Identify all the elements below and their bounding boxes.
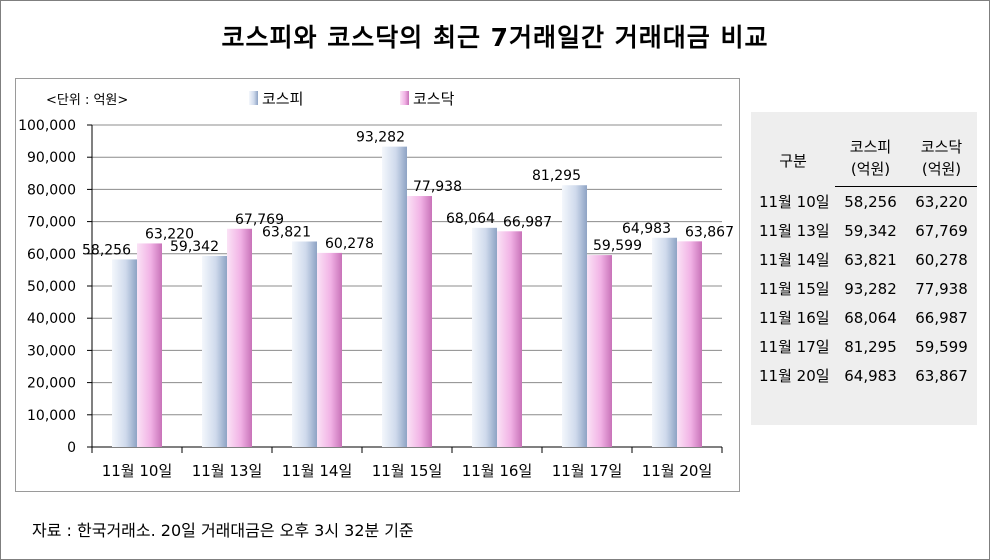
- table-header-kospi: 코스피: [849, 137, 892, 156]
- data-label-kospi: 81,295: [532, 168, 581, 184]
- data-label-kospi: 63,821: [262, 224, 311, 240]
- table-row: 11월 17일 81,295 59,599: [751, 332, 977, 361]
- table-header-kosdaq: 코스닥: [920, 137, 963, 156]
- legend-swatch-kosdaq: [400, 91, 409, 105]
- data-table: 구분 코스피 코스닥 (억원) (억원) 11월 10일 58,256 63,2…: [751, 112, 977, 425]
- y-tick-label: 60,000: [27, 247, 76, 263]
- bar-kosdaq: [317, 252, 342, 447]
- data-label-kospi: 58,256: [82, 242, 131, 258]
- bar-kospi: [472, 227, 497, 447]
- data-label-kosdaq: 59,599: [593, 238, 642, 254]
- legend-label-kosdaq: 코스닥: [413, 90, 455, 108]
- table-cell-kosdaq: 63,867: [915, 366, 968, 385]
- data-label-kosdaq: 63,220: [145, 226, 194, 242]
- y-tick-label: 90,000: [27, 150, 76, 166]
- y-tick-label: 80,000: [27, 182, 76, 198]
- table-row: 11월 16일 68,064 66,987: [751, 303, 977, 332]
- table-unit-kosdaq: (억원): [906, 158, 977, 187]
- bar-kosdaq: [497, 231, 522, 447]
- table-cell-kospi: 93,282: [844, 279, 897, 298]
- table-row: 11월 15일 93,282 77,938: [751, 274, 977, 303]
- data-label-kospi: 93,282: [356, 130, 405, 146]
- bar-kospi: [202, 255, 227, 447]
- data-label-kospi: 68,064: [446, 211, 495, 227]
- data-label-kospi: 59,342: [170, 239, 219, 255]
- y-tick-label: 0: [67, 440, 76, 456]
- table-row: 11월 14일 63,821 60,278: [751, 245, 977, 274]
- table-cell-kosdaq: 63,220: [915, 192, 968, 211]
- table-cell-kospi: 81,295: [844, 337, 897, 356]
- page-title: 코스피와 코스닥의 최근 7거래일간 거래대금 비교: [221, 23, 769, 52]
- x-tick-label: 11월 10일: [102, 462, 173, 480]
- table-cell-kosdaq: 60,278: [915, 250, 968, 269]
- table-cell-date: 11월 17일: [759, 338, 830, 356]
- y-tick-label: 30,000: [27, 343, 76, 359]
- table-header-row: 구분 코스피 코스닥: [751, 134, 977, 170]
- table-cell-date: 11월 16일: [759, 309, 830, 327]
- data-label-kosdaq: 60,278: [325, 236, 374, 252]
- chart-svg: <단위 : 억원> 코스피 코스닥 0 10,000 20,000 30,000 40,…: [18, 90, 734, 480]
- table-cell-kospi: 58,256: [844, 192, 897, 211]
- y-tick-label: 100,000: [18, 118, 76, 134]
- y-tick-label: 50,000: [27, 279, 76, 295]
- bar-kospi: [292, 241, 317, 447]
- table-cell-kosdaq: 77,938: [915, 279, 968, 298]
- plot-area: 0 10,000 20,000 30,000 40,000 50,000 60,000 70,…: [18, 118, 734, 480]
- table-cell-kospi: 64,983: [844, 366, 897, 385]
- x-tick-label: 11월 16일: [462, 462, 533, 480]
- legend-swatch-kospi: [249, 91, 258, 105]
- table-cell-kospi: 59,342: [844, 221, 897, 240]
- bar-kospi: [562, 185, 587, 447]
- source-note: 자료 : 한국거래소. 20일 거래대금은 오후 3시 32분 기준: [32, 521, 414, 540]
- table-row: 11월 10일 58,256 63,220: [751, 187, 977, 217]
- table-row: 11월 13일 59,342 67,769: [751, 216, 977, 245]
- y-tick-label: 20,000: [27, 376, 76, 392]
- table-unit-row: (억원) (억원): [751, 158, 977, 187]
- legend-label-kospi: 코스피: [262, 90, 303, 108]
- table-cell-kospi: 63,821: [844, 250, 897, 269]
- table-cell-date: 11월 14일: [759, 251, 830, 269]
- table-cell-date: 11월 15일: [759, 280, 830, 298]
- bar-kosdaq: [227, 228, 252, 447]
- bar-kosdaq: [677, 241, 702, 447]
- data-label-kosdaq: 63,867: [685, 224, 734, 240]
- table-cell-kosdaq: 59,599: [915, 337, 968, 356]
- data-label-kosdaq: 66,987: [503, 214, 552, 230]
- y-tick-label: 40,000: [27, 311, 76, 327]
- bar-kosdaq: [407, 196, 432, 447]
- y-tick-label: 10,000: [27, 408, 76, 424]
- x-tick-label: 11월 14일: [282, 462, 353, 480]
- table-cell-date: 11월 10일: [759, 192, 830, 211]
- table-row: 11월 20일 64,983 63,867: [751, 361, 977, 390]
- bar-kospi: [112, 259, 137, 447]
- table-header-category: 구분: [779, 151, 807, 170]
- bar-kospi: [652, 237, 677, 447]
- table-cell-kosdaq: 67,769: [915, 221, 968, 240]
- unit-label: <단위 : 억원>: [46, 93, 128, 108]
- bar-kospi: [382, 146, 407, 447]
- bar-kosdaq: [137, 243, 162, 447]
- data-label-kosdaq: 67,769: [235, 212, 284, 228]
- x-tick-label: 11월 15일: [372, 462, 443, 480]
- table-cell-date: 11월 13일: [759, 222, 830, 240]
- x-tick-label: 11월 13일: [192, 462, 263, 480]
- bar-kosdaq: [587, 255, 612, 447]
- table-cell-date: 11월 20일: [759, 367, 830, 385]
- x-tick-label: 11월 17일: [552, 462, 623, 480]
- table-cell-kospi: 68,064: [844, 308, 897, 327]
- data-label-kosdaq: 77,938: [413, 179, 462, 195]
- x-tick-label: 11월 20일: [642, 462, 713, 480]
- data-label-kospi: 64,983: [622, 221, 671, 237]
- bar-chart: <단위 : 억원> 코스피 코스닥 0 10,000 20,000 30,000 40,…: [15, 78, 740, 492]
- y-tick-label: 70,000: [27, 215, 76, 231]
- table-cell-kosdaq: 66,987: [915, 308, 968, 327]
- table-unit-kospi: (억원): [835, 158, 906, 187]
